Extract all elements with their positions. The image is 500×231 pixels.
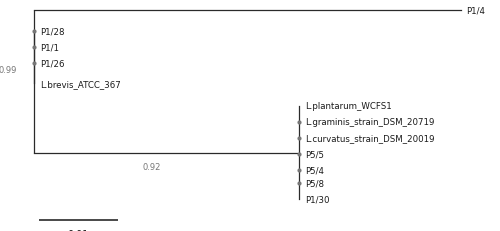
Text: P5/8: P5/8 — [305, 179, 324, 188]
Text: P1/30: P1/30 — [305, 195, 330, 204]
Text: L.plantarum_WCFS1: L.plantarum_WCFS1 — [305, 102, 392, 111]
Text: P1/4: P1/4 — [466, 7, 485, 16]
Text: P1/1: P1/1 — [40, 43, 60, 52]
Text: 0.01: 0.01 — [68, 229, 89, 231]
Text: 0.92: 0.92 — [143, 162, 161, 171]
Text: L.brevis_ATCC_367: L.brevis_ATCC_367 — [40, 79, 121, 88]
Text: P5/4: P5/4 — [305, 165, 324, 174]
Text: 0.99: 0.99 — [0, 66, 17, 75]
Text: P5/5: P5/5 — [305, 149, 324, 158]
Text: P1/26: P1/26 — [40, 59, 65, 68]
Text: L.graminis_strain_DSM_20719: L.graminis_strain_DSM_20719 — [305, 118, 434, 127]
Text: L.curvatus_strain_DSM_20019: L.curvatus_strain_DSM_20019 — [305, 134, 434, 143]
Text: P1/28: P1/28 — [40, 27, 65, 36]
